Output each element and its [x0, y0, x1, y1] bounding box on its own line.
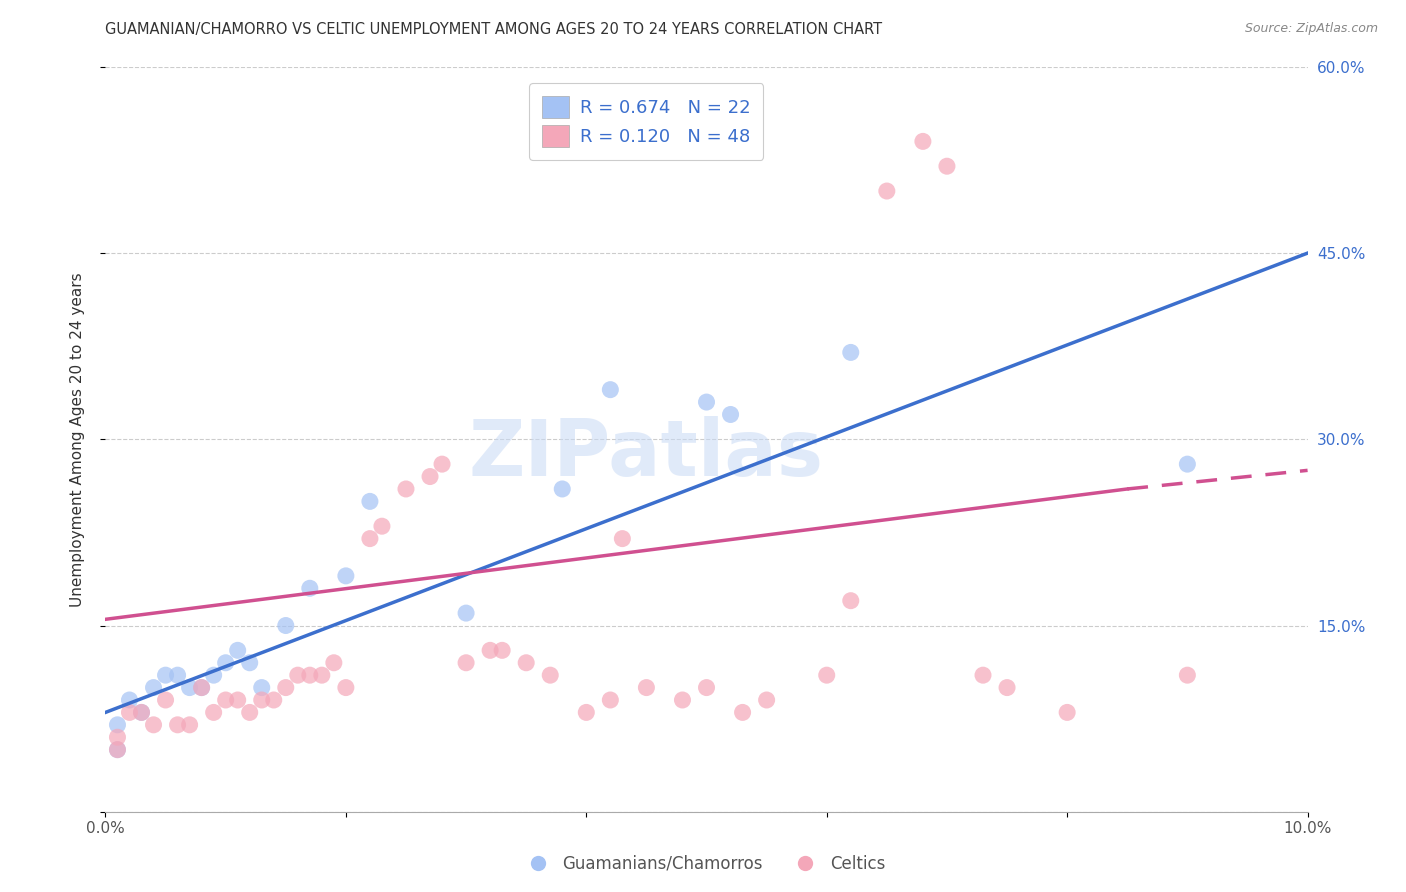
Point	[190, 681, 212, 695]
Point	[226, 693, 249, 707]
Point	[359, 532, 381, 546]
Point	[322, 656, 344, 670]
Point	[274, 618, 297, 632]
Point	[155, 668, 177, 682]
Point	[142, 718, 165, 732]
Point	[274, 681, 297, 695]
Point	[202, 706, 225, 720]
Point	[179, 681, 201, 695]
Legend: R = 0.674   N = 22, R = 0.120   N = 48: R = 0.674 N = 22, R = 0.120 N = 48	[530, 83, 763, 160]
Point	[599, 693, 621, 707]
Point	[202, 668, 225, 682]
Text: ZIPatlas: ZIPatlas	[470, 417, 824, 492]
Point	[166, 668, 188, 682]
Point	[250, 681, 273, 695]
Point	[876, 184, 898, 198]
Point	[131, 706, 153, 720]
Point	[696, 395, 718, 409]
Point	[575, 706, 598, 720]
Point	[359, 494, 381, 508]
Point	[538, 668, 561, 682]
Point	[155, 693, 177, 707]
Point	[166, 718, 188, 732]
Point	[636, 681, 658, 695]
Point	[755, 693, 778, 707]
Point	[972, 668, 994, 682]
Point	[214, 656, 236, 670]
Point	[491, 643, 513, 657]
Point	[731, 706, 754, 720]
Point	[454, 606, 477, 620]
Point	[335, 681, 357, 695]
Point	[298, 582, 321, 596]
Point	[430, 457, 453, 471]
Point	[839, 593, 862, 607]
Point	[454, 656, 477, 670]
Point	[107, 742, 129, 756]
Point	[118, 693, 141, 707]
Y-axis label: Unemployment Among Ages 20 to 24 years: Unemployment Among Ages 20 to 24 years	[70, 272, 84, 607]
Point	[395, 482, 418, 496]
Point	[335, 569, 357, 583]
Text: GUAMANIAN/CHAMORRO VS CELTIC UNEMPLOYMENT AMONG AGES 20 TO 24 YEARS CORRELATION : GUAMANIAN/CHAMORRO VS CELTIC UNEMPLOYMEN…	[105, 22, 883, 37]
Point	[612, 532, 634, 546]
Point	[720, 408, 742, 422]
Point	[298, 668, 321, 682]
Point	[599, 383, 621, 397]
Point	[1175, 668, 1198, 682]
Text: Source: ZipAtlas.com: Source: ZipAtlas.com	[1244, 22, 1378, 36]
Point	[995, 681, 1018, 695]
Legend: Guamanians/Chamorros, Celtics: Guamanians/Chamorros, Celtics	[515, 848, 891, 880]
Point	[419, 469, 441, 483]
Point	[107, 718, 129, 732]
Point	[214, 693, 236, 707]
Point	[515, 656, 537, 670]
Point	[179, 718, 201, 732]
Point	[371, 519, 394, 533]
Point	[311, 668, 333, 682]
Point	[696, 681, 718, 695]
Point	[226, 643, 249, 657]
Point	[239, 656, 262, 670]
Point	[263, 693, 285, 707]
Point	[551, 482, 574, 496]
Point	[671, 693, 693, 707]
Point	[287, 668, 309, 682]
Point	[479, 643, 502, 657]
Point	[1056, 706, 1078, 720]
Point	[131, 706, 153, 720]
Point	[142, 681, 165, 695]
Point	[107, 730, 129, 744]
Point	[839, 345, 862, 359]
Point	[239, 706, 262, 720]
Point	[815, 668, 838, 682]
Point	[118, 706, 141, 720]
Point	[1175, 457, 1198, 471]
Point	[190, 681, 212, 695]
Point	[911, 135, 934, 149]
Point	[936, 159, 959, 173]
Point	[107, 742, 129, 756]
Point	[250, 693, 273, 707]
